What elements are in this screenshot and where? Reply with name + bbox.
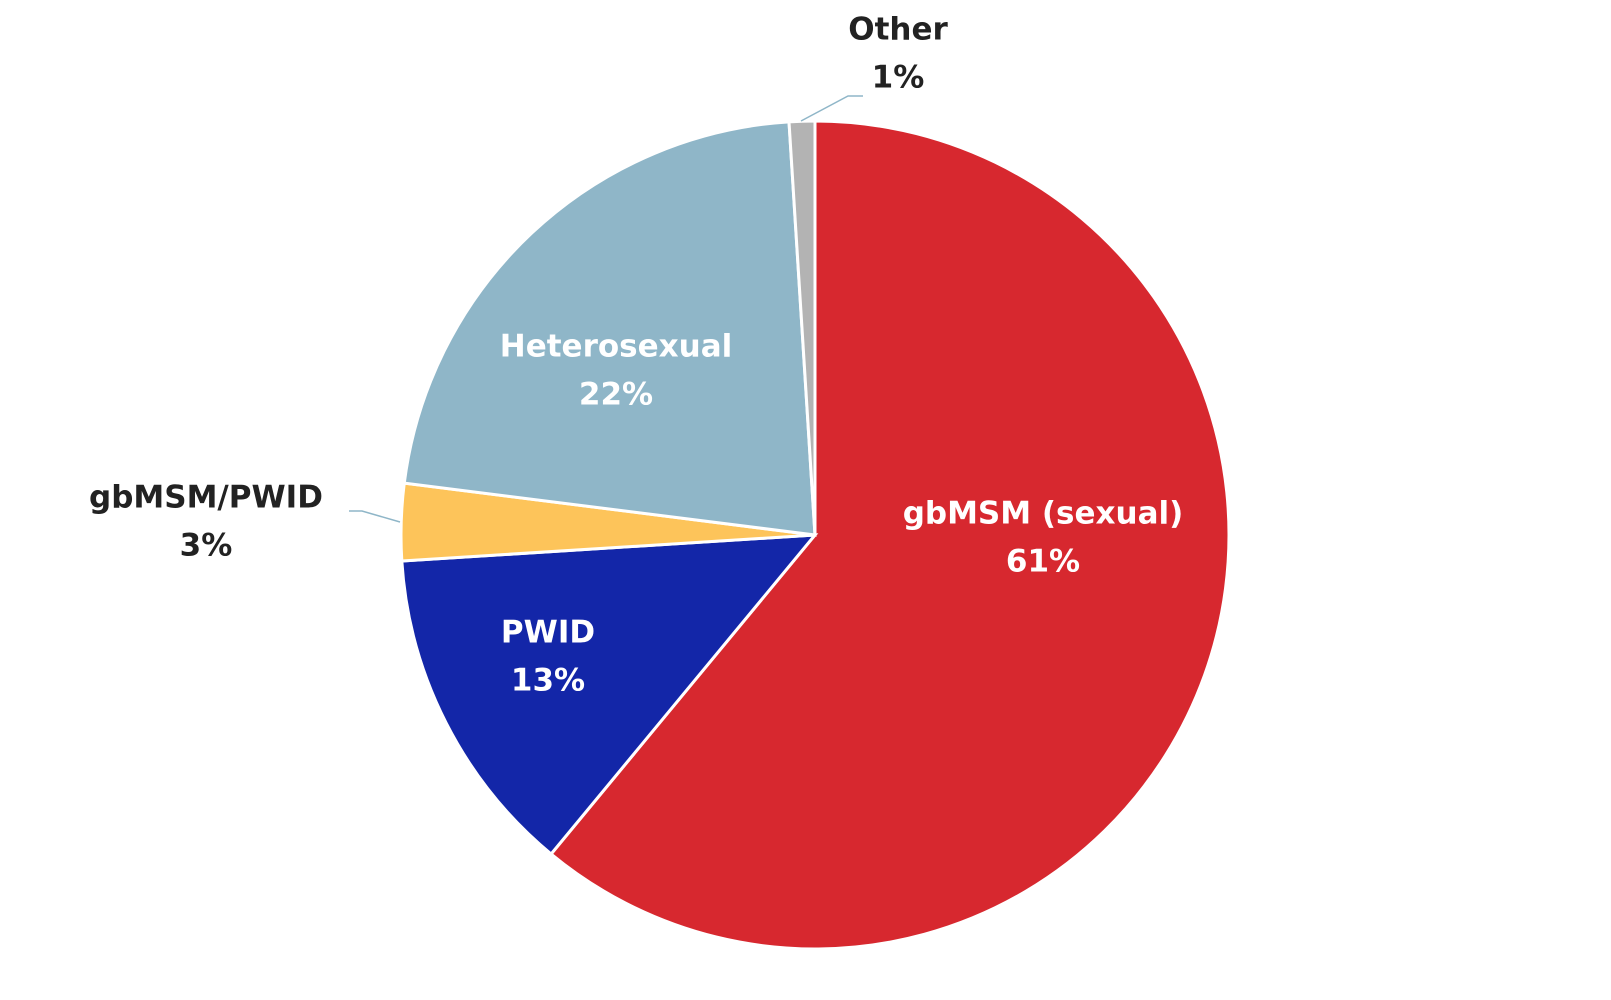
value-label: 1%: [872, 60, 925, 96]
value-label: 3%: [180, 528, 233, 564]
category-label: gbMSM/PWID: [89, 480, 323, 516]
value-label: 13%: [511, 663, 585, 699]
category-label: PWID: [501, 615, 595, 651]
value-label: 61%: [1006, 544, 1080, 580]
pie-slice: [400, 533, 819, 857]
value-label: 22%: [579, 377, 653, 413]
leader-line: [800, 95, 863, 122]
category-label: gbMSM (sexual): [903, 496, 1184, 532]
pie-slice: [548, 119, 1231, 951]
pie-slice: [402, 120, 817, 537]
category-label: Other: [848, 12, 948, 48]
leader-line: [349, 510, 401, 523]
category-label: Heterosexual: [500, 329, 733, 365]
